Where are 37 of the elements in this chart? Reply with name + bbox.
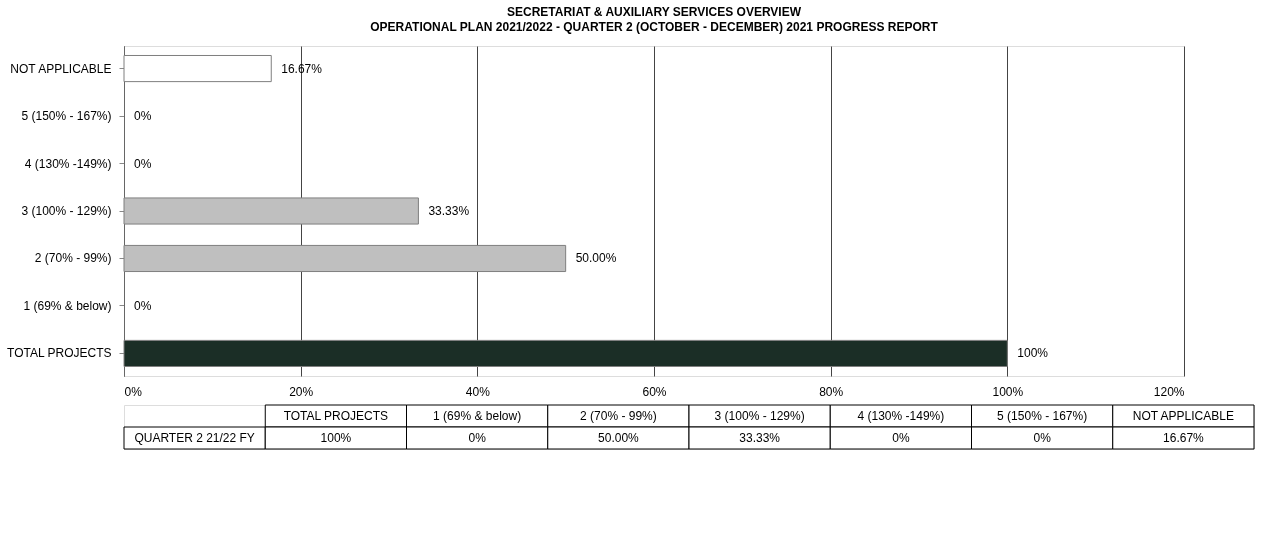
y-tick-label: NOT APPLICABLE bbox=[10, 61, 112, 76]
text: QUARTER 2 21/22 FY bbox=[134, 431, 255, 445]
category-label: 4 (130% -149%) bbox=[857, 409, 945, 423]
y-tick-label: 3 (100% - 129%) bbox=[21, 204, 112, 218]
category-label: 5 (150% - 167%) bbox=[997, 409, 1088, 423]
x-tick-label: 100% bbox=[992, 384, 1024, 399]
category-label: TOTAL PROJECTS bbox=[283, 409, 389, 423]
category-label: 3 (100% - 129%) bbox=[714, 409, 805, 423]
data-label: 33.33% bbox=[428, 204, 470, 218]
data-label: 0% bbox=[134, 156, 152, 171]
text: 0% bbox=[468, 431, 486, 445]
text: 100% bbox=[320, 431, 352, 445]
text: 0% bbox=[1033, 431, 1051, 445]
text: 33.33% bbox=[739, 431, 780, 445]
text: 0% bbox=[892, 431, 910, 445]
category-label: 1 (69% & below) bbox=[433, 409, 522, 423]
data-label: 100% bbox=[1017, 346, 1049, 361]
data-label: 0% bbox=[134, 298, 152, 313]
x-tick-label: 60% bbox=[642, 384, 667, 399]
y-tick-label: 2 (70% - 99%) bbox=[34, 251, 112, 266]
category-label: NOT APPLICABLE bbox=[1132, 409, 1234, 423]
y-tick-label: TOTAL PROJECTS bbox=[7, 346, 112, 361]
chart-subtitle: OPERATIONAL PLAN 2021/2022 - QUARTER 2 (OCTOBER - DECEMBER) 2021 PROGRESS REPORT bbox=[370, 20, 939, 34]
x-tick-label: 0% bbox=[124, 384, 143, 399]
y-tick-label: 1 (69% & below) bbox=[23, 298, 112, 313]
text: 16.67% bbox=[1163, 431, 1204, 445]
data-label: 0% bbox=[134, 109, 152, 124]
x-tick-label: 40% bbox=[465, 384, 491, 399]
chart-title: SECRETARIAT & AUXILIARY SERVICES OVERVIEW bbox=[506, 5, 802, 19]
x-tick-label: 80% bbox=[819, 384, 844, 399]
text: 50.00% bbox=[598, 431, 639, 445]
category-label: 2 (70% - 99%) bbox=[580, 409, 657, 423]
data-label: 50.00% bbox=[575, 251, 617, 266]
x-tick-label: 120% bbox=[1153, 384, 1185, 399]
x-tick-label: 20% bbox=[289, 384, 314, 399]
y-tick-label: 4 (130% -149%) bbox=[24, 156, 112, 171]
y-tick-label: 5 (150% - 167%) bbox=[21, 109, 112, 124]
